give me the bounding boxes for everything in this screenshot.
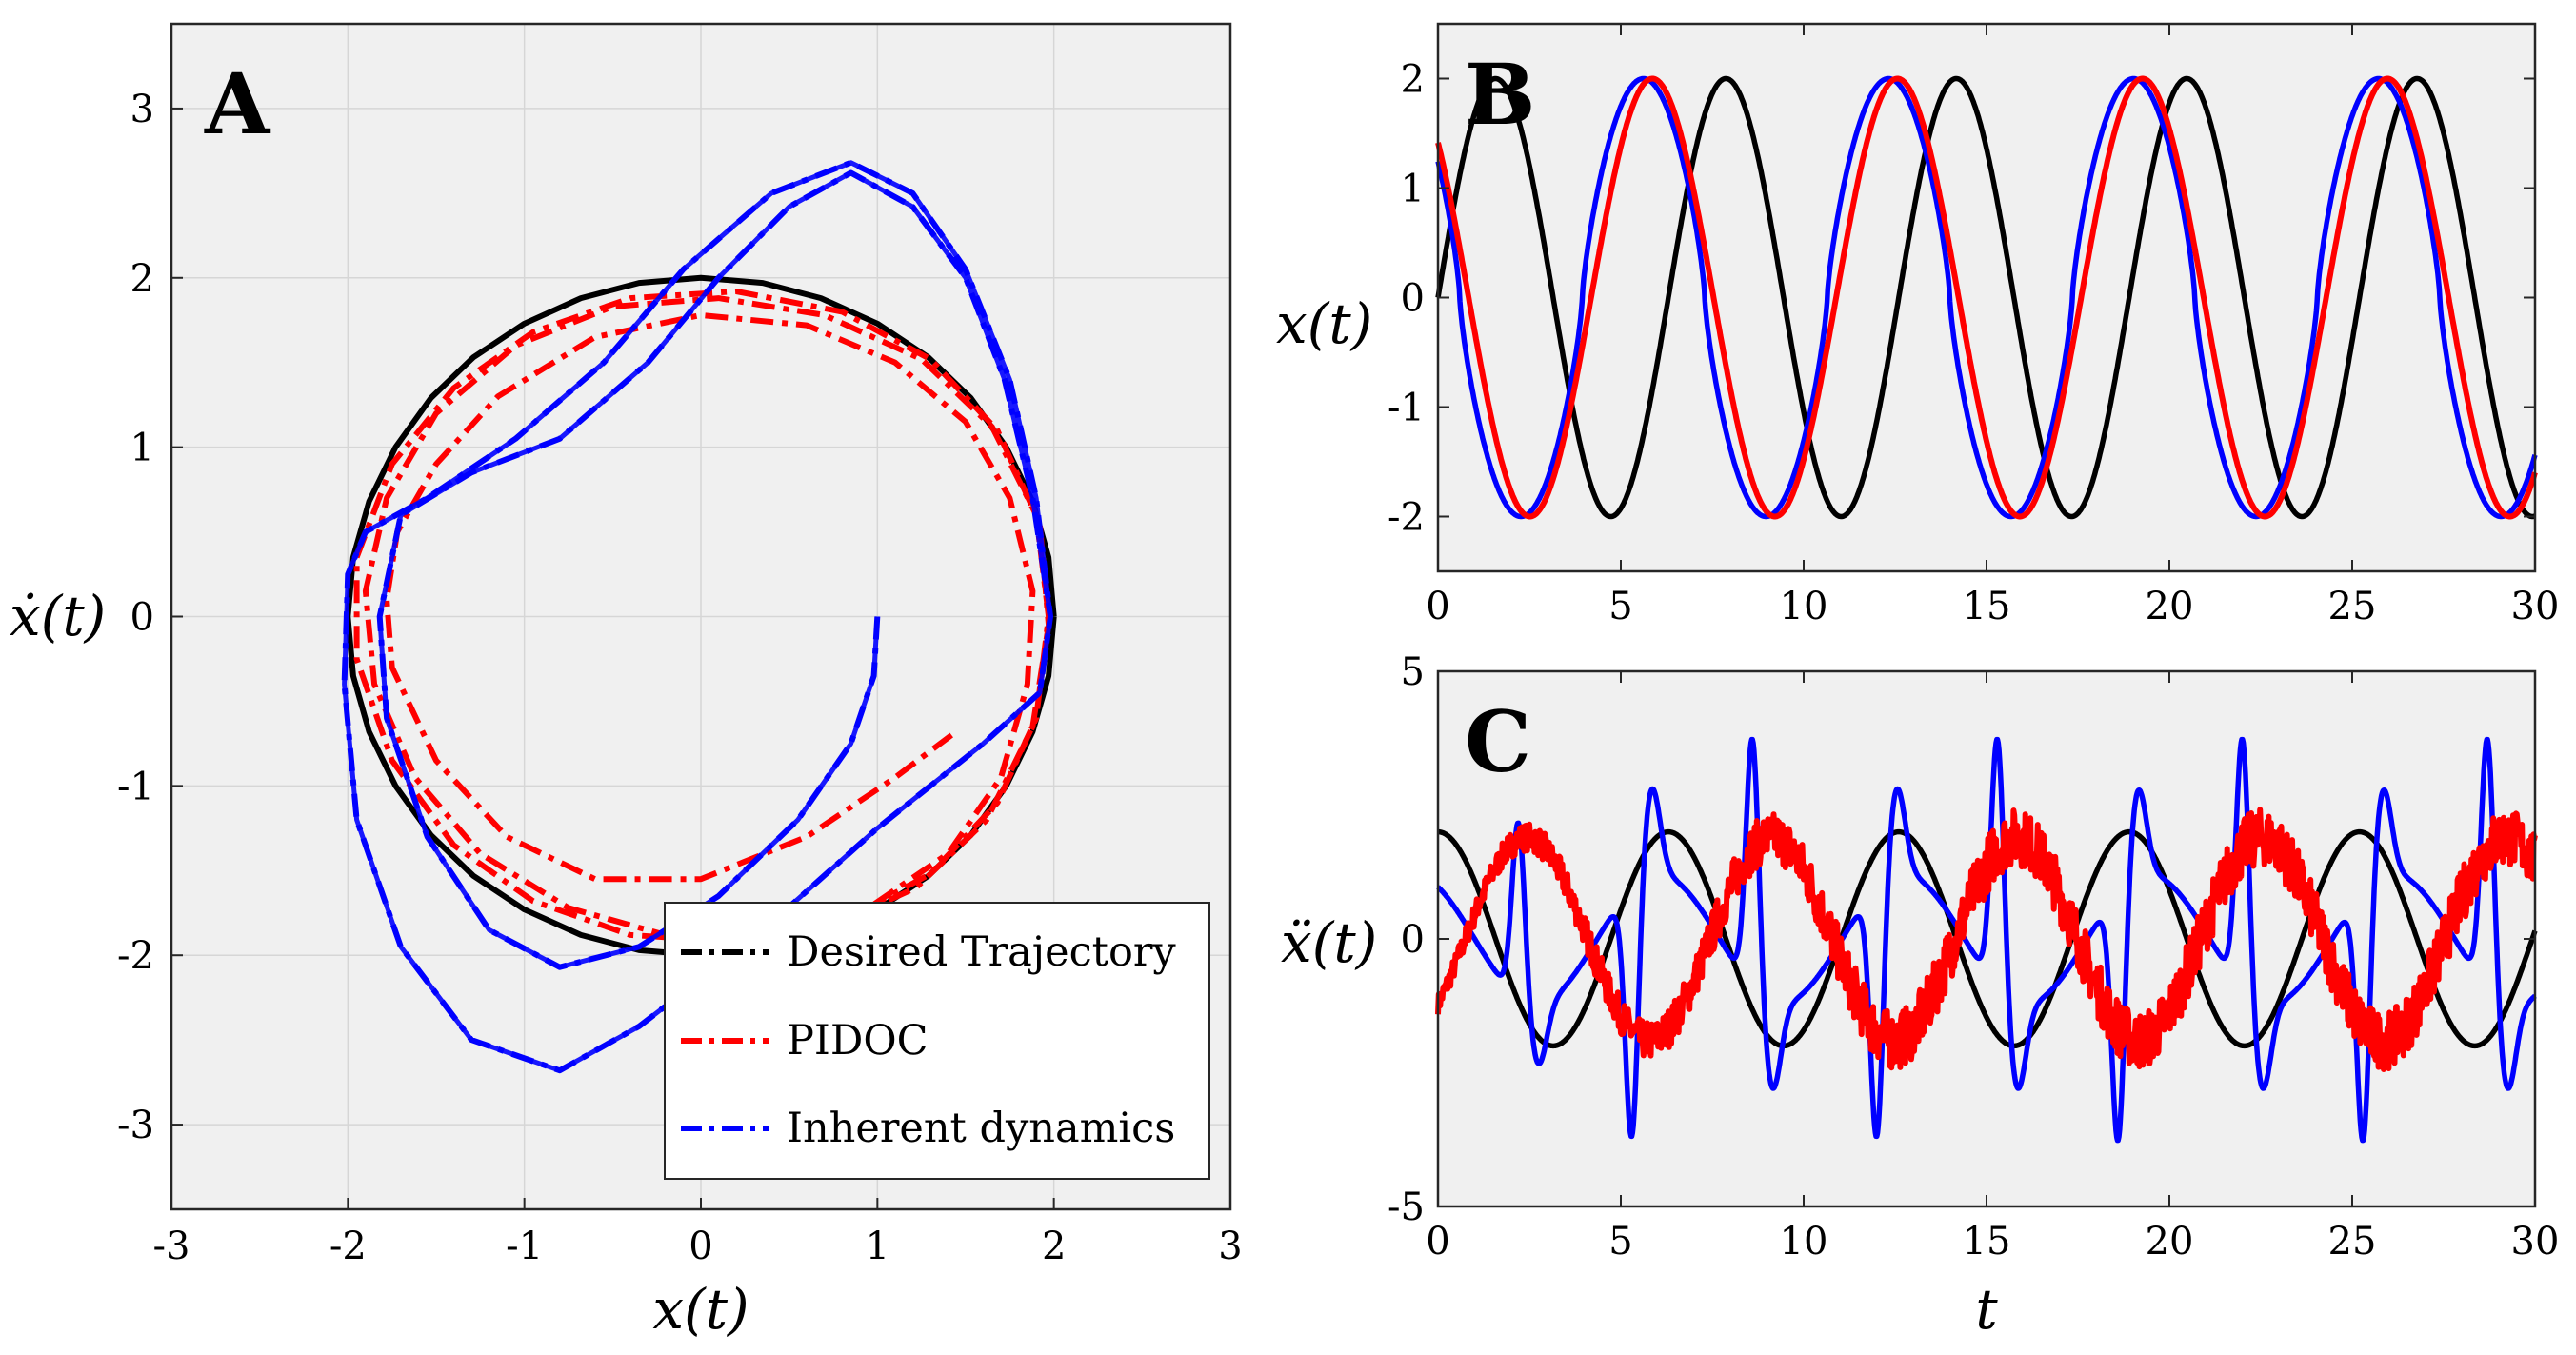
panel-a-series-1: [353, 289, 1052, 950]
panel-b-ytick-label: 1: [1401, 168, 1425, 211]
panel-a-xtick-label: 1: [866, 1225, 889, 1268]
panel-b-ticks: 0 5 10 15 20 25 30 -2 -1 0 1 2: [1388, 24, 2559, 628]
panel-a-xtick-label: -3: [153, 1225, 190, 1268]
panel-a-ytick-label: 0: [130, 596, 154, 640]
panel-a-ytick-label: 3: [130, 88, 154, 131]
panel-c-ytick-label: -5: [1388, 1186, 1425, 1229]
panel-a-xtick-label: -2: [329, 1225, 367, 1268]
panel-c-series: [1435, 736, 2538, 1144]
panel-c-series-0: [1436, 828, 2538, 1049]
panel-b-ytick-label: -2: [1388, 496, 1425, 540]
legend: Desired Trajectory PIDOC Inherent dynami…: [664, 902, 1210, 1180]
legend-box: [664, 902, 1210, 1180]
panel-c-ytick-label: 5: [1401, 650, 1425, 694]
panel-c-xlabel: t: [1975, 1277, 1998, 1342]
panel-c-letter: C: [1465, 692, 1531, 791]
panel-a-ytick-label: -2: [117, 934, 154, 978]
panel-a-ytick-label: 1: [130, 427, 154, 470]
panel-b-ytick-label: -1: [1388, 387, 1425, 430]
panel-b-series-0: [1435, 75, 2537, 520]
panel-b-xtick-label: 0: [1426, 585, 1449, 628]
panel-c-series-1: [1436, 736, 2537, 1144]
panel-c-xtick-label: 15: [1963, 1220, 2011, 1264]
panel-a-ylabel: ẋ(t): [10, 584, 106, 648]
panel-b-xtick-label: 15: [1963, 585, 2011, 628]
panel-b-xtick-label: 20: [2146, 585, 2194, 628]
panel-b-xtick-label: 25: [2328, 585, 2377, 628]
panel-a-ytick-label: -1: [117, 765, 154, 808]
panel-a-ticks: -3 -2 -1 0 1 2 3 -3 -2 -1 0 1 2 3: [117, 88, 1243, 1268]
panel-b-ylabel: x(t): [1276, 291, 1372, 356]
panel-a-chart: -3 -2 -1 0 1 2 3 -3 -2 -1 0 1 2 3 A x(t) ẋ(t) Desired…: [10, 22, 1243, 1342]
panel-b-xtick-label: 30: [2511, 585, 2560, 628]
panel-a-xtick-label: 0: [689, 1225, 712, 1268]
panel-b-series-1: [1435, 75, 2538, 520]
panel-c-xtick-label: 30: [2511, 1220, 2560, 1264]
panel-c-chart: 0 5 10 15 20 25 30-505 C ẍ(t) t: [1281, 650, 2559, 1342]
panel-c-ytick-label: 0: [1401, 918, 1425, 962]
panel-c-xtick-label: 5: [1608, 1220, 1632, 1264]
panel-a-ytick-label: 2: [130, 257, 154, 301]
panel-c-xtick-label: 20: [2146, 1220, 2194, 1264]
panel-b-series-2: [1435, 75, 2538, 520]
panel-b-xtick-label: 5: [1608, 585, 1632, 628]
panel-b-xtick-label: 10: [1780, 585, 1828, 628]
panel-a-xtick-label: 2: [1042, 1225, 1066, 1268]
panel-c-xtick-label: 10: [1780, 1220, 1828, 1264]
panel-c-ylabel: ẍ(t): [1281, 910, 1377, 975]
panel-a-xlabel: x(t): [652, 1277, 749, 1342]
panel-b-chart: 0 5 10 15 20 25 30 -2 -1 0 1 2 B x(t): [1276, 22, 2559, 628]
panel-c-ticks: 0 5 10 15 20 25 30-505: [1388, 650, 2559, 1264]
legend-label-pidoc: PIDOC: [787, 1017, 929, 1065]
panel-a-xtick-label: -1: [506, 1225, 543, 1268]
panel-b-ytick-label: 2: [1401, 58, 1425, 102]
panel-b-letter: B: [1465, 45, 1535, 144]
panel-c-series-2: [1435, 807, 2538, 1072]
panel-c-xtick-label: 25: [2328, 1220, 2377, 1264]
panel-b-ytick-label: 0: [1401, 277, 1425, 321]
panel-c-xtick-label: 0: [1426, 1220, 1449, 1264]
panel-a-series-2-solid: [342, 160, 1053, 1073]
legend-label-inherent: Inherent dynamics: [787, 1105, 1175, 1152]
panel-a-xtick-label: 3: [1218, 1225, 1242, 1268]
legend-label-desired: Desired Trajectory: [787, 928, 1176, 976]
panel-a-ytick-label: -3: [117, 1104, 154, 1147]
panel-a-letter: A: [204, 54, 271, 153]
panel-b-series: [1435, 75, 2538, 520]
